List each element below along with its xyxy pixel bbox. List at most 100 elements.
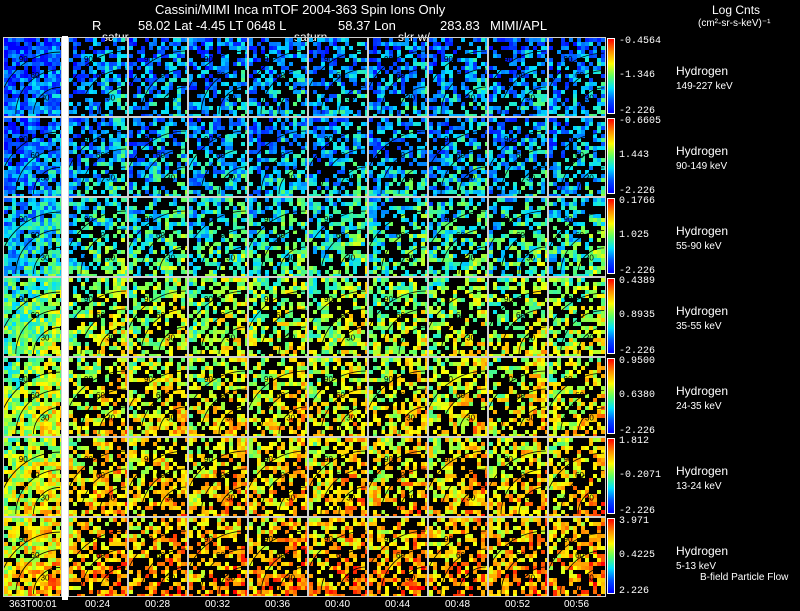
contour-label: 90 — [504, 455, 513, 464]
contour-label: 90 — [204, 535, 213, 544]
time-label: 00:52 — [505, 599, 530, 611]
contour-label: 90 — [444, 135, 453, 144]
separator-bar — [62, 36, 68, 600]
contour-label: 60 — [216, 71, 225, 80]
energy-label: 24-35 keV — [676, 401, 722, 413]
contour-label: 60 — [31, 391, 40, 400]
contour-label: 60 — [276, 151, 285, 160]
contour-label: 90 — [444, 55, 453, 64]
contour-label: 90 — [564, 55, 573, 64]
contour-label: 30 — [166, 173, 175, 182]
contour-label: 30 — [166, 493, 175, 502]
contour-label: 90 — [84, 375, 93, 384]
contour-label: 30 — [346, 573, 355, 582]
species-label: Hydrogen — [676, 225, 728, 237]
contour-label: 60 — [516, 71, 525, 80]
contour-label: 60 — [336, 151, 345, 160]
contour-label: 90 — [144, 375, 153, 384]
contour-label: 60 — [396, 391, 405, 400]
contour-label: 60 — [276, 471, 285, 480]
colorbar-mid: -1.346 — [619, 70, 655, 81]
contour-label: 60 — [396, 471, 405, 480]
contour-label: 90 — [384, 55, 393, 64]
contour-label: 90 — [444, 375, 453, 384]
contour-label: 60 — [156, 551, 165, 560]
contour-label: 90 — [19, 535, 28, 544]
contour-label: 90 — [324, 135, 333, 144]
contour-label: 90 — [19, 135, 28, 144]
colorbar — [607, 118, 615, 194]
contour-label: 90 — [564, 215, 573, 224]
r-label: R — [92, 20, 101, 32]
contour-label: 30 — [166, 333, 175, 342]
contour-label: 90 — [144, 295, 153, 304]
time-label: 00:48 — [445, 599, 470, 611]
contour-label: 30 — [346, 93, 355, 102]
contour-label: 30 — [226, 573, 235, 582]
contour-label: 60 — [216, 151, 225, 160]
colorbar-max: 0.9500 — [619, 356, 655, 367]
contour-label: 90 — [264, 55, 273, 64]
contour-label: 60 — [456, 151, 465, 160]
contour-label: 30 — [106, 253, 115, 262]
contour-label: 30 — [585, 413, 594, 422]
contour-label: 90 — [264, 135, 273, 144]
contour-label: 30 — [106, 493, 115, 502]
contour-label: 60 — [336, 391, 345, 400]
contour-label: 90 — [564, 295, 573, 304]
contour-label: 60 — [396, 551, 405, 560]
colorbar — [607, 278, 615, 354]
energy-label: 149-227 keV — [676, 81, 733, 93]
species-label: Hydrogen — [676, 465, 728, 477]
contour-label: 90 — [19, 215, 28, 224]
contour-label: 30 — [406, 573, 415, 582]
contour-label: 60 — [31, 311, 40, 320]
chart-title: Cassini/MIMI Inca mTOF 2004-363 Spin Ion… — [155, 4, 445, 16]
contour-label: 60 — [96, 551, 105, 560]
contour-label: 90 — [384, 295, 393, 304]
contour-label: 30 — [41, 93, 50, 102]
contour-label: 30 — [466, 253, 475, 262]
contour-label: 60 — [575, 151, 584, 160]
contour-label: 60 — [336, 551, 345, 560]
colorbar-max: 0.4389 — [619, 276, 655, 287]
contour-label: 30 — [106, 173, 115, 182]
contour-label: 90 — [324, 215, 333, 224]
